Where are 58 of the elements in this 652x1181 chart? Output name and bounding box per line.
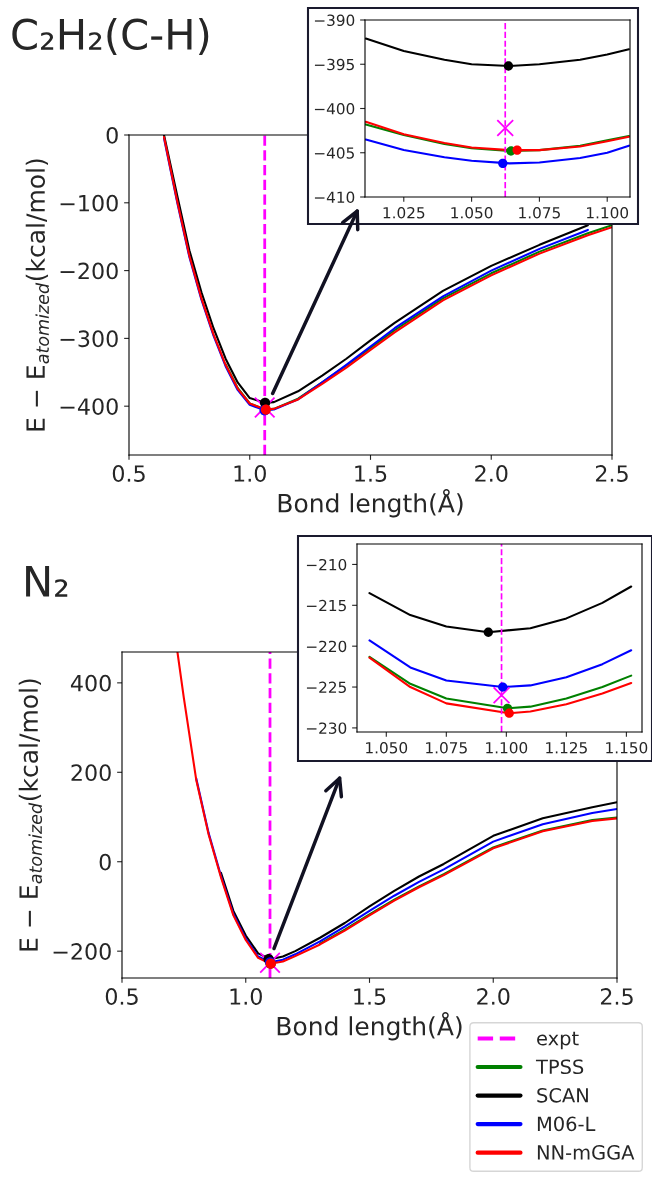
- point: [504, 708, 514, 718]
- y-tick-label: −225: [306, 681, 346, 694]
- y-tick-label: −400: [314, 102, 355, 115]
- x-tick-label: 2.5: [600, 988, 633, 1005]
- y-tick-label: −100: [60, 194, 118, 212]
- y-tick-label: −400: [60, 398, 118, 415]
- y-tick-label: 200: [71, 764, 111, 782]
- y-tick-label: −390: [314, 14, 355, 27]
- y-tick-label: −220: [306, 640, 347, 653]
- x-tick-label: 1.050: [451, 206, 493, 219]
- y-tick-label: −395: [314, 58, 354, 71]
- x-tick-label: 0.5: [105, 988, 138, 1005]
- legend-label: M06-L: [537, 1116, 596, 1132]
- point: [503, 61, 514, 71]
- x-axis-title: Bond length(Å): [278, 489, 463, 518]
- x-tick-label: 1.5: [354, 988, 386, 1005]
- y-tick-label: −215: [306, 599, 346, 612]
- y-tick-label: −200: [60, 262, 118, 280]
- x-tick-label: 1.075: [519, 206, 560, 219]
- legend-label: NN-mGGA: [537, 1145, 635, 1160]
- x-tick-label: 1.150: [606, 741, 648, 754]
- y-tick-label: −210: [306, 558, 347, 571]
- legend-label: expt: [537, 1031, 579, 1050]
- chart-title: N₂: [26, 566, 68, 597]
- x-tick-label: 2.0: [477, 988, 510, 1005]
- y-tick-label: 400: [70, 674, 111, 692]
- legend-label: TPSS: [535, 1059, 584, 1075]
- point: [496, 119, 515, 137]
- x-tick-label: 1.0: [234, 465, 266, 482]
- chart-title: C₂H₂(C-H): [12, 17, 209, 55]
- x-tick-label: 1.0: [230, 988, 262, 1005]
- x-tick-label: 1.100: [486, 741, 528, 754]
- x-tick-label: 1.5: [355, 465, 387, 482]
- point: [483, 627, 493, 637]
- x-tick-label: 1.125: [546, 741, 587, 754]
- x-tick-label: 1.075: [426, 741, 467, 754]
- y-axis-title: E − E$_{atomized}$(kcal/mol): [25, 159, 50, 431]
- y-tick-label: −200: [53, 943, 111, 960]
- y-tick-label: 0: [99, 853, 111, 871]
- x-tick-label: 2.5: [595, 465, 628, 482]
- x-tick-label: 2.0: [475, 465, 508, 482]
- point: [492, 686, 511, 705]
- x-tick-label: 1.025: [383, 206, 425, 219]
- y-tick-label: 0: [106, 126, 118, 144]
- y-tick-label: −405: [314, 147, 354, 159]
- x-tick-label: 1.050: [366, 741, 408, 754]
- y-tick-label: −300: [60, 330, 118, 348]
- x-tick-label: 1.100: [587, 206, 629, 219]
- point: [498, 682, 508, 692]
- point: [498, 158, 508, 169]
- y-axis-title: E − E$_{atomized}$(kcal/mol): [18, 679, 43, 951]
- legend-label: SCAN: [537, 1087, 588, 1103]
- y-tick-label: −230: [306, 722, 347, 734]
- x-tick-label: 0.5: [112, 465, 145, 482]
- x-axis-title: Bond length(Å): [277, 1012, 462, 1041]
- point: [512, 145, 522, 155]
- y-tick-label: −410: [314, 191, 355, 204]
- line-series: [318, 816, 617, 945]
